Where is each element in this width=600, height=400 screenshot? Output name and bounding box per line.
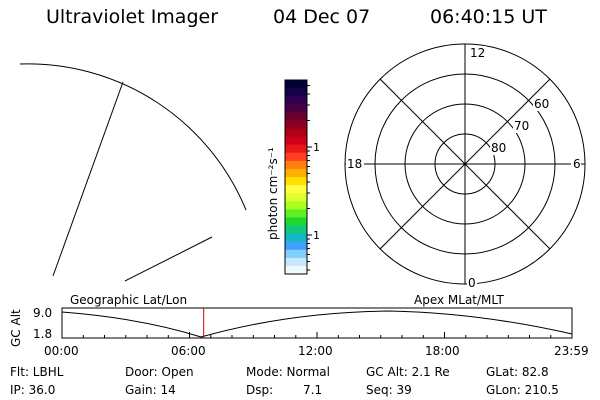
colorbar-band bbox=[285, 241, 307, 251]
colorbar-band bbox=[285, 152, 307, 162]
gain-readout: Gain: 14 bbox=[125, 383, 176, 397]
colorbar-band bbox=[285, 225, 307, 235]
colorbar-band bbox=[285, 185, 307, 194]
latitude-line bbox=[124, 236, 213, 282]
glat-readout: GLat: 82.8 bbox=[486, 365, 549, 379]
timeline-ytick-9: 9.0 bbox=[33, 306, 52, 320]
colorbar-band bbox=[285, 168, 307, 178]
colorbar-band bbox=[285, 144, 307, 154]
time-label: 06:40:15 UT bbox=[430, 6, 547, 28]
polar-diagonal-2 bbox=[379, 78, 551, 250]
apex-label: Apex MLat/MLT bbox=[414, 293, 504, 307]
colorbar-band bbox=[285, 201, 307, 210]
colorbar-band bbox=[285, 160, 307, 170]
colorbar-band bbox=[285, 104, 307, 113]
colorbar-band bbox=[285, 120, 307, 130]
colorbar-ticks bbox=[307, 85, 312, 271]
colorbar-band bbox=[285, 80, 307, 89]
colorbar-band bbox=[285, 136, 307, 146]
lat-label-70: 70 bbox=[514, 119, 529, 133]
colorbar-band bbox=[285, 249, 307, 259]
sequence-readout: Seq: 39 bbox=[366, 383, 412, 397]
colorbar-band bbox=[285, 265, 307, 275]
colorbar-band bbox=[285, 193, 307, 202]
earth-limb-arc bbox=[19, 63, 247, 211]
door-readout: Door: Open bbox=[125, 365, 194, 379]
colorbar-band bbox=[285, 257, 307, 267]
ip-readout: IP: 36.0 bbox=[10, 383, 56, 397]
colorbar-gradient bbox=[285, 80, 307, 275]
colorbar-tick-10: 10 bbox=[313, 229, 320, 242]
timeline-xtick-0600: 06:00 bbox=[171, 344, 206, 358]
mlt-label-12: 12 bbox=[470, 46, 485, 60]
colorbar-unit-label: photon cm⁻²s⁻¹ bbox=[266, 147, 280, 240]
dsp-label: Dsp: bbox=[246, 383, 274, 397]
colorbar-band bbox=[285, 88, 307, 97]
timeline-ytick-1.8: 1.8 bbox=[33, 327, 52, 341]
filter-readout: Flt: LBHL bbox=[10, 365, 64, 379]
mlt-label-0: 0 bbox=[468, 276, 476, 290]
polar-plot: 12 18 6 0 60 70 80 bbox=[344, 43, 586, 290]
lat-label-80: 80 bbox=[491, 141, 506, 155]
colorbar-band bbox=[285, 112, 307, 122]
dsp-value: 7.1 bbox=[303, 383, 323, 397]
glon-readout: GLon: 210.5 bbox=[486, 383, 559, 397]
geographic-panel bbox=[19, 63, 247, 282]
colorbar-band bbox=[285, 128, 307, 138]
geographic-label: Geographic Lat/Lon bbox=[70, 293, 188, 307]
colorbar-band bbox=[285, 233, 307, 243]
timeline-xtick-0000: 00:00 bbox=[44, 344, 79, 358]
mlt-label-18: 18 bbox=[347, 157, 362, 171]
mlt-label-6: 6 bbox=[573, 157, 581, 171]
colorbar-band bbox=[285, 96, 307, 105]
orbit-timeline: GC Alt 9.0 1.8 00:00 06:00 12:00 18:00 2… bbox=[9, 306, 589, 358]
lat-label-60: 60 bbox=[534, 97, 549, 111]
colorbar-tick-100: 100 bbox=[313, 141, 320, 154]
colorbar-band bbox=[285, 177, 307, 186]
timeline-xtick-1800: 18:00 bbox=[425, 344, 460, 358]
gc-alt-readout: GC Alt: 2.1 Re bbox=[366, 365, 450, 379]
colorbar: 100 10 photon cm⁻²s⁻¹ bbox=[266, 79, 320, 275]
timeline-x-ticks bbox=[61, 332, 573, 338]
colorbar-band bbox=[285, 217, 307, 227]
meridian-line bbox=[52, 81, 124, 277]
mode-readout: Mode: Normal bbox=[246, 365, 330, 379]
instrument-title: Ultraviolet Imager bbox=[46, 6, 219, 28]
timeline-y-label: GC Alt bbox=[9, 309, 23, 347]
colorbar-band bbox=[285, 209, 307, 219]
altitude-curve bbox=[61, 310, 573, 338]
timeline-xtick-2359: 23:59 bbox=[554, 344, 589, 358]
date-label: 04 Dec 07 bbox=[273, 6, 371, 28]
timeline-xtick-1200: 12:00 bbox=[298, 344, 333, 358]
